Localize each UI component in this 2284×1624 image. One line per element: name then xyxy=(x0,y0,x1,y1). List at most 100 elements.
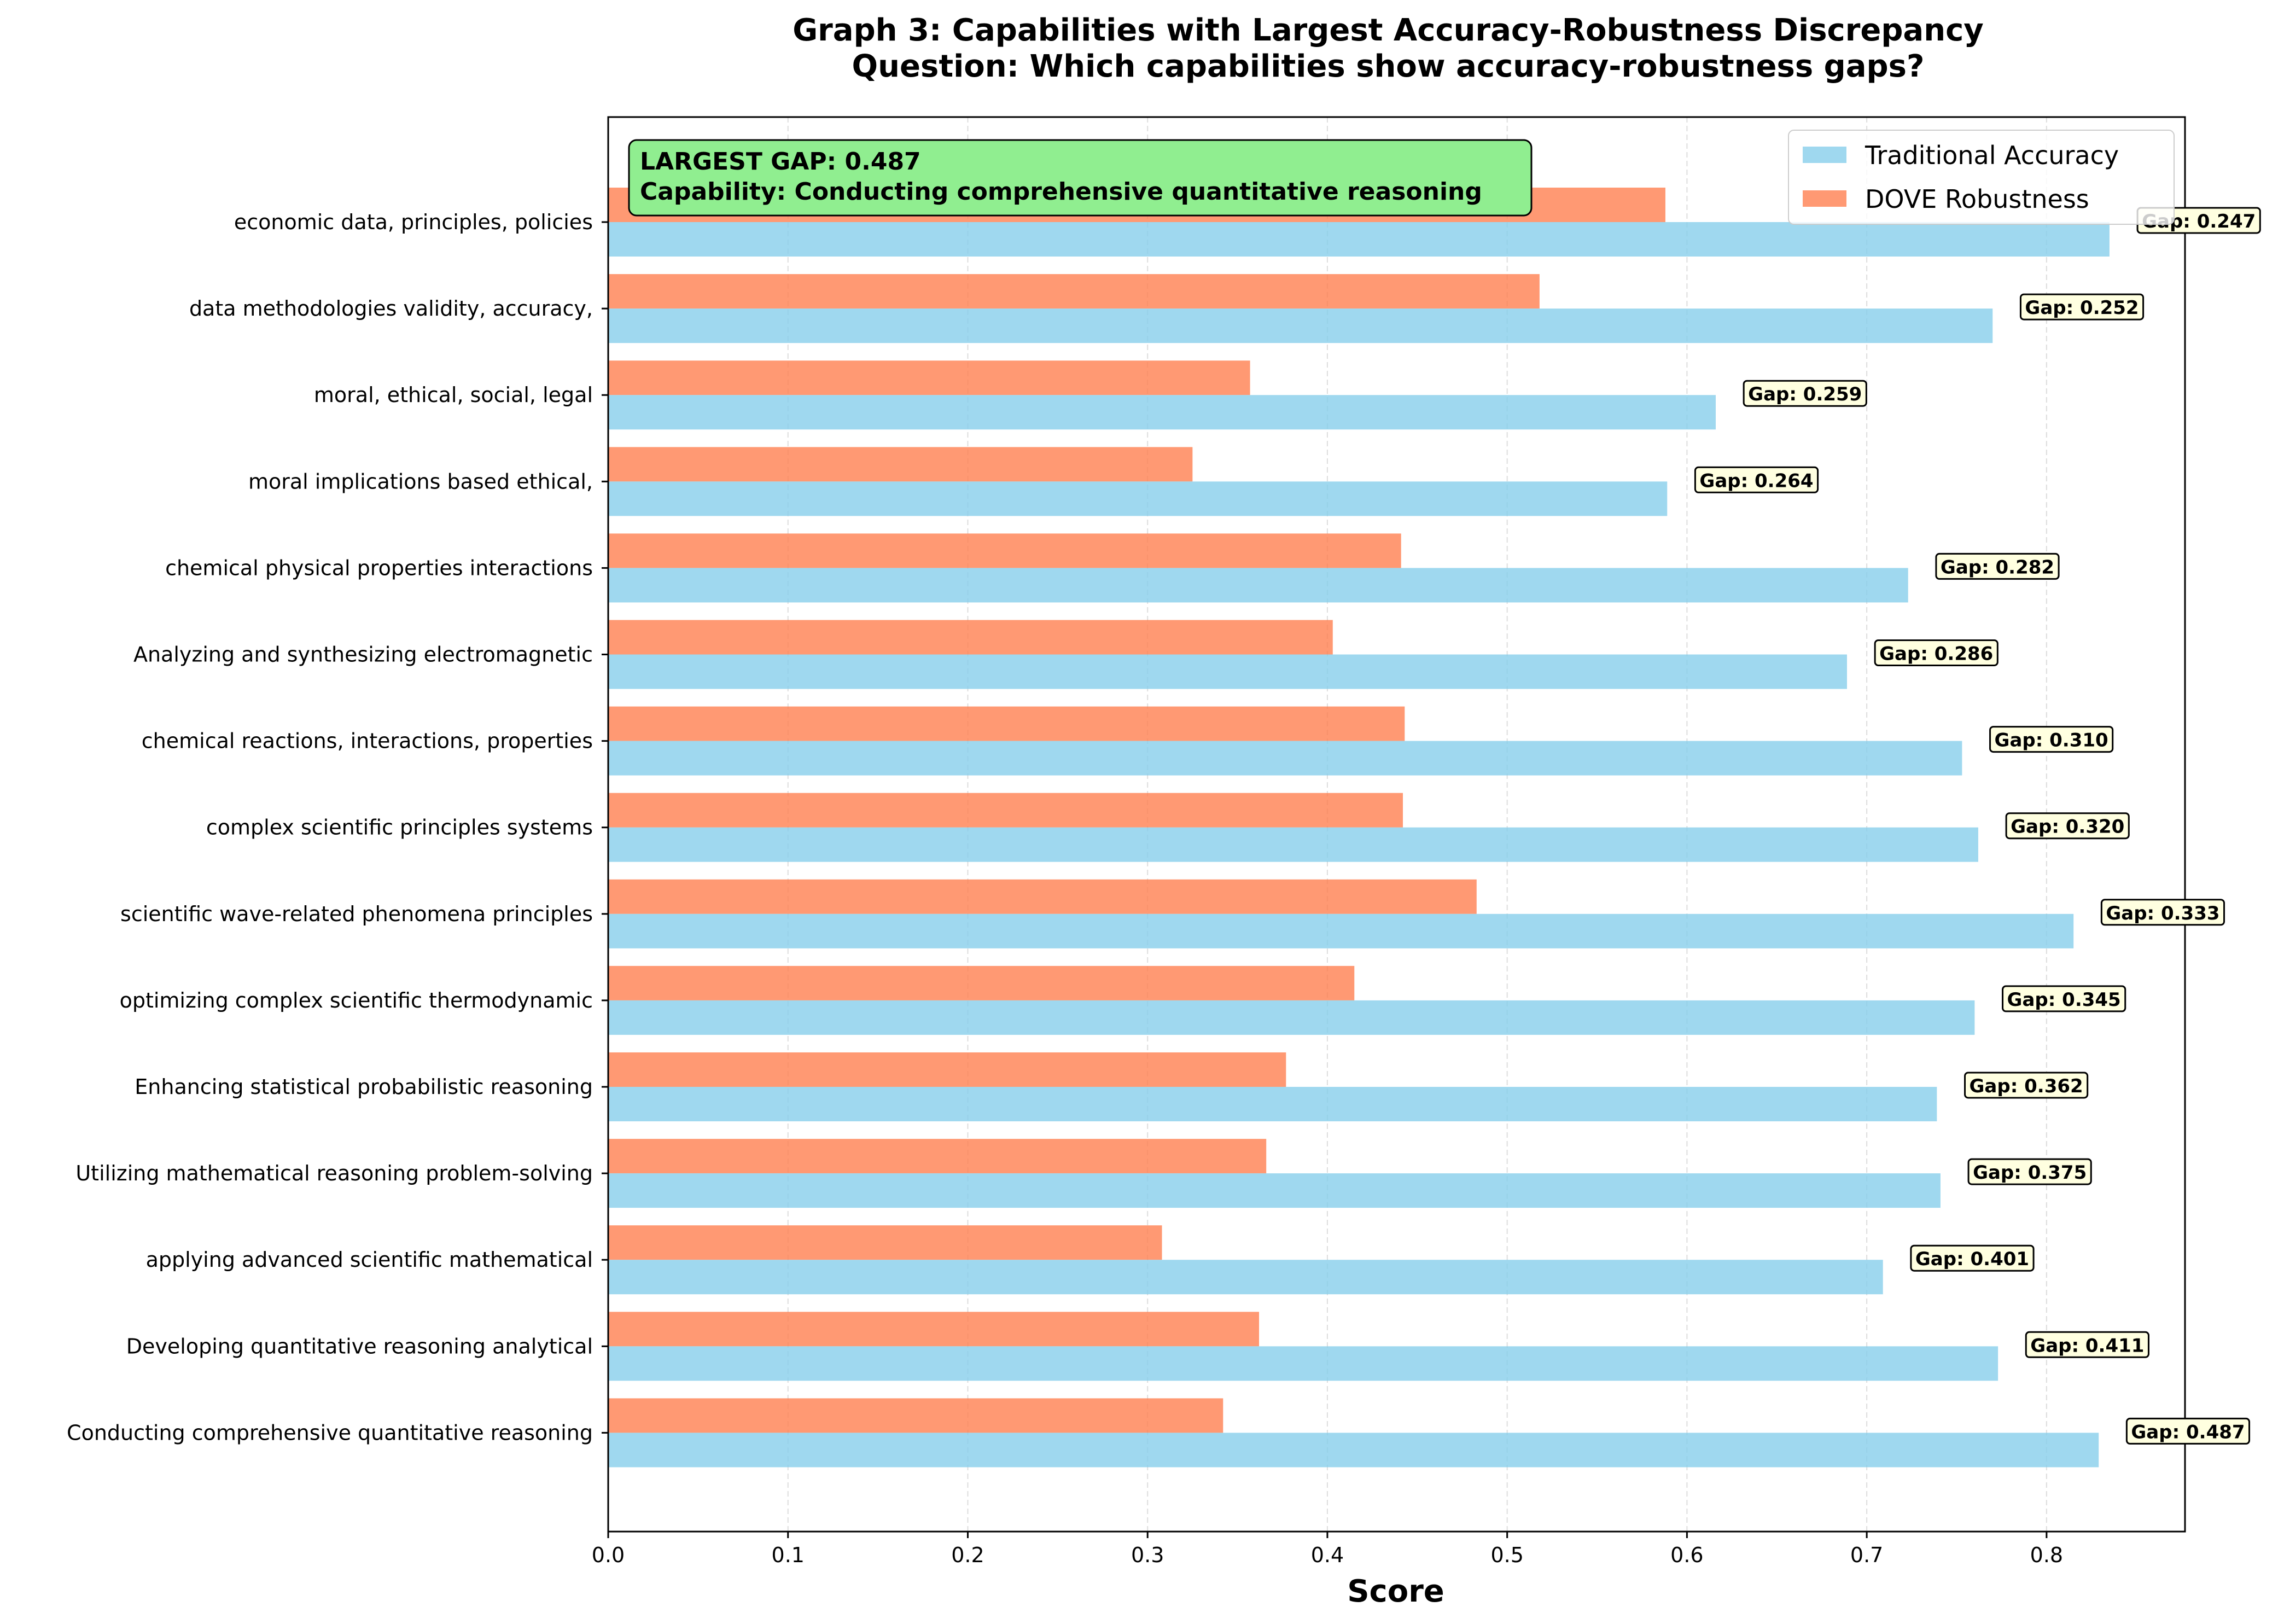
gap-label-box xyxy=(1964,1072,2089,1099)
gap-label: Gap: 0.320 xyxy=(2005,812,2130,840)
x-tick-label: 0.3 xyxy=(1131,1543,1164,1567)
gap-label-text: Gap: 0.252 xyxy=(2025,297,2139,319)
bar-traditional-accuracy xyxy=(608,741,1962,776)
x-axis-ticks: 0.0 0.1 0.2 0.3 0.4 0.5 0.6 0.7 0.8 xyxy=(592,1532,2063,1567)
bar-traditional-accuracy xyxy=(608,1173,1941,1208)
gap-label-text: Gap: 0.286 xyxy=(1879,643,1993,665)
y-tick-label: chemical physical properties interaction… xyxy=(165,556,593,580)
gap-label: Gap: 0.286 xyxy=(1874,639,1998,666)
gap-label-box xyxy=(1989,726,2114,753)
y-tick-label: chemical reactions, interactions, proper… xyxy=(142,729,593,753)
y-tick-label: optimizing complex scientific thermodyna… xyxy=(120,988,593,1012)
gap-label: Gap: 0.375 xyxy=(1967,1158,2092,1185)
bar-traditional-accuracy xyxy=(608,913,2074,948)
bar-dove-robustness xyxy=(608,1052,1286,1087)
bar-dove-robustness xyxy=(608,447,1193,482)
bar-dove-robustness xyxy=(608,274,1540,309)
gap-label-text: Gap: 0.411 xyxy=(2030,1335,2144,1357)
legend-label-accuracy: Traditional Accuracy xyxy=(1865,141,2119,170)
gap-label-box xyxy=(2005,812,2130,840)
x-tick-label: 0.0 xyxy=(592,1543,625,1567)
bar-dove-robustness xyxy=(608,360,1250,395)
plot-frame xyxy=(607,116,2186,1533)
bar-dove-robustness xyxy=(608,1139,1267,1174)
legend-frame xyxy=(1788,130,2175,225)
bar-traditional-accuracy xyxy=(608,1260,1883,1295)
bar-dove-robustness xyxy=(608,1398,1223,1433)
bar-traditional-accuracy xyxy=(608,395,1716,430)
gap-label: Gap: 0.345 xyxy=(2002,985,2126,1012)
x-tick-label: 0.6 xyxy=(1670,1543,1703,1567)
bar-traditional-accuracy xyxy=(608,481,1668,516)
bar-traditional-accuracy xyxy=(608,827,1978,862)
bar-traditional-accuracy xyxy=(608,222,2110,257)
gap-label-box xyxy=(1743,380,1867,407)
y-tick-label: scientific wave-related phenomena princi… xyxy=(120,902,593,926)
bar-traditional-accuracy xyxy=(608,1087,1937,1121)
x-tick-label: 0.1 xyxy=(772,1543,805,1567)
legend-swatch-robustness xyxy=(1803,190,1846,207)
chart-title: Graph 3: Capabilities with Largest Accur… xyxy=(793,13,1984,48)
gap-label: Gap: 0.401 xyxy=(1910,1244,2035,1272)
gap-label: Gap: 0.310 xyxy=(1989,726,2114,753)
gap-label-box xyxy=(2100,899,2225,926)
bar-dove-robustness xyxy=(608,1225,1162,1260)
gap-label: Gap: 0.259 xyxy=(1743,380,1867,407)
gap-label-box xyxy=(1935,552,2060,580)
gap-label-text: Gap: 0.375 xyxy=(1973,1162,2087,1184)
y-tick-label: Developing quantitative reasoning analyt… xyxy=(126,1334,593,1358)
gap-label: Gap: 0.411 xyxy=(2025,1331,2149,1358)
bar-dove-robustness xyxy=(608,1312,1260,1347)
bar-traditional-accuracy xyxy=(608,308,1993,344)
annotation-box xyxy=(628,139,1533,217)
y-tick-label: economic data, principles, policies xyxy=(234,210,593,234)
x-tick-label: 0.8 xyxy=(2030,1543,2063,1567)
gap-label-text: Gap: 0.333 xyxy=(2106,903,2219,924)
y-tick-label: Utilizing mathematical reasoning problem… xyxy=(75,1161,593,1185)
x-tick-label: 0.4 xyxy=(1311,1543,1344,1567)
gap-label: Gap: 0.264 xyxy=(1694,466,1819,493)
gap-label-text: Gap: 0.264 xyxy=(1699,470,1813,492)
bar-dove-robustness xyxy=(608,965,1355,1000)
gap-label-box xyxy=(2025,1331,2149,1358)
annotation-line-2: Capability: Conducting comprehensive qua… xyxy=(640,178,1482,206)
bar-dove-robustness xyxy=(608,706,1405,741)
gap-label: Gap: 0.362 xyxy=(1964,1072,2089,1099)
y-tick-label: data methodologies validity, accuracy, xyxy=(189,296,593,321)
gap-label-text: Gap: 0.401 xyxy=(1915,1248,2029,1270)
bar-dove-robustness xyxy=(608,620,1333,655)
gap-label-box xyxy=(2125,1417,2251,1445)
y-tick-label: Enhancing statistical probabilistic reas… xyxy=(135,1075,593,1099)
x-axis-label: Score xyxy=(1347,1574,1444,1609)
bar-dove-robustness xyxy=(608,879,1477,914)
y-tick-label: applying advanced scientific mathematica… xyxy=(146,1248,593,1272)
bar-traditional-accuracy xyxy=(608,568,1908,603)
bar-traditional-accuracy xyxy=(608,1433,2099,1468)
gap-label: Gap: 0.282 xyxy=(1935,552,2060,580)
gap-label-text: Gap: 0.345 xyxy=(2007,989,2121,1011)
gap-label-box xyxy=(1910,1244,2035,1272)
bar-traditional-accuracy xyxy=(608,1000,1975,1035)
annotation-line-1: LARGEST GAP: 0.487 xyxy=(640,148,921,176)
legend-swatch-accuracy xyxy=(1803,147,1846,163)
bars-group xyxy=(608,188,2110,1468)
y-axis-ticks: economic data, principles, policies data … xyxy=(67,210,608,1445)
chart-subtitle: Question: Which capabilities show accura… xyxy=(852,49,1925,84)
legend: Traditional Accuracy DOVE Robustness xyxy=(1788,130,2175,225)
largest-gap-annotation: LARGEST GAP: 0.487 Capability: Conductin… xyxy=(628,139,1533,217)
gap-label-box xyxy=(1694,466,1819,493)
gap-label-text: Gap: 0.259 xyxy=(1748,383,1862,405)
gap-label: Gap: 0.333 xyxy=(2100,899,2225,926)
gap-label-text: Gap: 0.310 xyxy=(1995,730,2108,752)
gap-label-box xyxy=(1874,639,1998,666)
y-tick-label: complex scientific principles systems xyxy=(206,816,593,840)
bar-dove-robustness xyxy=(608,793,1403,828)
y-tick-label: moral implications based ethical, xyxy=(248,469,593,493)
bar-traditional-accuracy xyxy=(608,1346,1998,1381)
x-tick-label: 0.2 xyxy=(951,1543,984,1567)
gap-label-box xyxy=(1967,1158,2092,1185)
gap-label-text: Gap: 0.362 xyxy=(1970,1075,2083,1097)
gap-label-text: Gap: 0.320 xyxy=(2011,816,2124,838)
